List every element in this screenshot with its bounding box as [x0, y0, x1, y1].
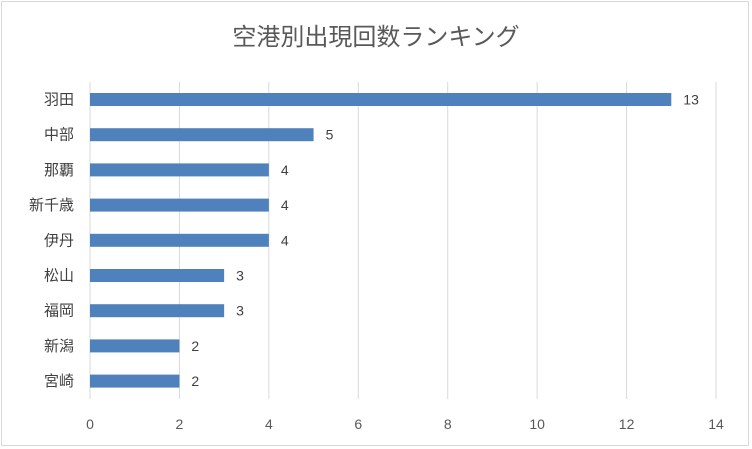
data-label: 4 [281, 232, 289, 248]
category-label: 新潟 [44, 337, 74, 355]
data-label: 4 [281, 162, 289, 178]
data-label: 13 [683, 92, 699, 108]
bar [90, 339, 180, 353]
x-tick-label: 4 [265, 416, 273, 432]
data-label: 2 [191, 338, 199, 354]
data-label: 3 [236, 303, 244, 319]
category-label: 松山 [44, 267, 74, 285]
data-label: 5 [326, 127, 334, 143]
category-label: 那覇 [44, 161, 74, 179]
category-label: 羽田 [44, 91, 74, 109]
x-tick-label: 14 [708, 416, 724, 432]
category-label: 伊丹 [44, 231, 74, 249]
category-label: 新千歳 [29, 196, 74, 214]
chart-title: 空港別出現回数ランキング [232, 23, 520, 51]
x-tick-label: 8 [444, 416, 452, 432]
data-label: 3 [236, 268, 244, 284]
bar [90, 304, 225, 318]
category-label: 福岡 [44, 302, 74, 320]
bar [90, 233, 269, 247]
x-tick-label: 12 [619, 416, 635, 432]
x-tick-label: 2 [176, 416, 184, 432]
bar [90, 93, 672, 106]
x-tick-label: 0 [86, 416, 94, 432]
bar [90, 163, 269, 177]
category-label: 中部 [44, 126, 74, 144]
data-label: 4 [281, 197, 289, 213]
bar [90, 198, 269, 212]
x-tick-label: 6 [354, 416, 362, 432]
data-label: 2 [191, 373, 199, 389]
bar [90, 269, 225, 282]
x-tick-label: 10 [529, 416, 545, 432]
bar [90, 128, 314, 142]
bar [90, 374, 180, 388]
category-label: 宮崎 [44, 372, 74, 390]
